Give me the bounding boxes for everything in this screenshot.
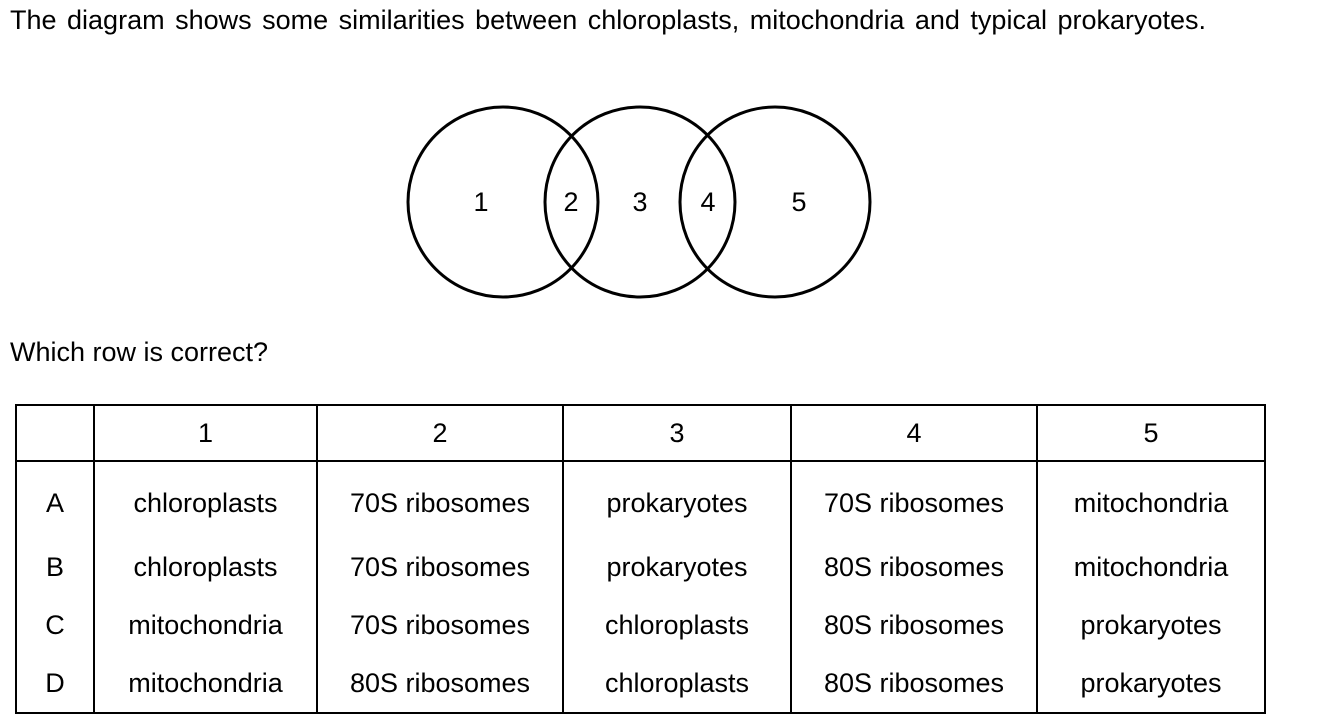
- table-cell: prokaryotes: [1037, 654, 1265, 713]
- table-header-cell: 3: [563, 405, 791, 461]
- row-letter: B: [16, 538, 94, 596]
- table-row-a: A chloroplasts 70S ribosomes prokaryotes…: [16, 461, 1265, 538]
- row-letter: C: [16, 596, 94, 654]
- table-row-b: B chloroplasts 70S ribosomes prokaryotes…: [16, 538, 1265, 596]
- answer-table: 1 2 3 4 5 A chloroplasts 70S ribosomes p…: [15, 404, 1266, 714]
- table-header-cell: [16, 405, 94, 461]
- table-cell: prokaryotes: [1037, 596, 1265, 654]
- question-intro: The diagram shows some similarities betw…: [10, 2, 1328, 38]
- table-cell: 70S ribosomes: [791, 461, 1037, 538]
- table-cell: mitochondria: [1037, 461, 1265, 538]
- table-cell: mitochondria: [94, 654, 317, 713]
- table-cell: 80S ribosomes: [791, 596, 1037, 654]
- table-header-cell: 1: [94, 405, 317, 461]
- table-cell: 80S ribosomes: [791, 654, 1037, 713]
- table-cell: prokaryotes: [563, 538, 791, 596]
- table-cell: chloroplasts: [563, 596, 791, 654]
- table-cell: chloroplasts: [563, 654, 791, 713]
- table-header-cell: 2: [317, 405, 563, 461]
- question-prompt: Which row is correct?: [10, 334, 268, 370]
- table-cell: 80S ribosomes: [791, 538, 1037, 596]
- venn-region-label-4: 4: [700, 187, 715, 217]
- row-letter: A: [16, 461, 94, 538]
- table-header-cell: 5: [1037, 405, 1265, 461]
- table-header-cell: 4: [791, 405, 1037, 461]
- venn-region-label-2: 2: [563, 187, 578, 217]
- venn-diagram: 1 2 3 4 5: [400, 100, 880, 306]
- table-cell: chloroplasts: [94, 538, 317, 596]
- table-row-c: C mitochondria 70S ribosomes chloroplast…: [16, 596, 1265, 654]
- table-cell: mitochondria: [1037, 538, 1265, 596]
- table-cell: chloroplasts: [94, 461, 317, 538]
- table-header-row: 1 2 3 4 5: [16, 405, 1265, 461]
- table-cell: 70S ribosomes: [317, 461, 563, 538]
- table-cell: 70S ribosomes: [317, 538, 563, 596]
- table-cell: mitochondria: [94, 596, 317, 654]
- table-row-d: D mitochondria 80S ribosomes chloroplast…: [16, 654, 1265, 713]
- venn-region-label-3: 3: [632, 187, 647, 217]
- table-cell: 70S ribosomes: [317, 596, 563, 654]
- table-cell: 80S ribosomes: [317, 654, 563, 713]
- row-letter: D: [16, 654, 94, 713]
- table-cell: prokaryotes: [563, 461, 791, 538]
- venn-region-label-5: 5: [791, 187, 806, 217]
- venn-region-label-1: 1: [473, 187, 488, 217]
